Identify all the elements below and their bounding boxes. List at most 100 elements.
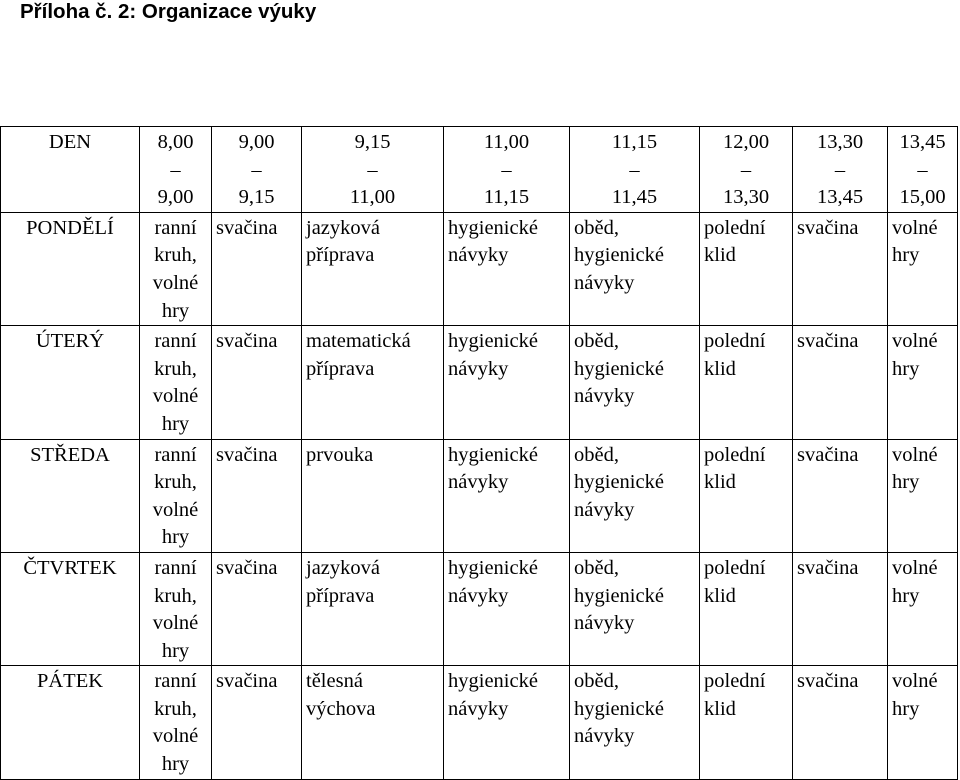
time-start: 13,30: [816, 131, 864, 153]
activity-text: svačina: [216, 443, 278, 466]
time-dash: –: [170, 158, 181, 181]
activity-text: návyky: [574, 725, 635, 748]
activity-text: polední: [704, 670, 766, 693]
activity-cell: hygienické návyky: [443, 325, 570, 440]
day-name: STŘEDA: [0, 438, 140, 553]
activity-text: klid: [704, 697, 736, 720]
activity-cell: prvouka: [301, 438, 444, 553]
activity-text: klid: [704, 357, 736, 380]
activity-cell: svačina: [211, 665, 302, 780]
day-row: PONDĚLÍ ranní kruh, volné hry svačina jazyková…: [0, 211, 958, 327]
activity-text: kruh,: [154, 357, 197, 380]
activity-text: polední: [704, 330, 766, 353]
activity-cell: ranní kruh, volné hry: [139, 551, 212, 667]
activity-text: svačina: [797, 216, 859, 239]
activity-text: volné: [152, 498, 199, 521]
day-row: ČTVRTEK ranní kruh, volné hry svačina jazyková…: [0, 551, 958, 667]
activity-text: klid: [704, 471, 736, 494]
activity-text: hry: [161, 639, 190, 662]
activity-text: volné: [892, 330, 938, 353]
time-header-1: 8,00 – 9,00: [139, 126, 212, 213]
activity-text: hry: [892, 471, 920, 494]
day-name: PONDĚLÍ: [0, 211, 140, 327]
activity-cell: volné hry: [887, 211, 958, 327]
day-row: PÁTEK ranní kruh, volné hry svačina tělesná výc…: [0, 665, 958, 780]
time-start: 9,15: [354, 131, 391, 153]
activity-cell: tělesná výchova: [301, 665, 444, 780]
activity-text: klid: [704, 244, 736, 267]
activity-text: kruh,: [154, 697, 197, 720]
day-column-header: DEN: [0, 126, 140, 213]
activity-text: svačina: [216, 330, 278, 353]
time-header-7: 13,30 – 13,45: [792, 126, 888, 213]
activity-text: hygienické: [574, 697, 664, 720]
activity-text: hygienické: [448, 216, 538, 239]
activity-text: návyky: [448, 357, 509, 380]
activity-cell: svačina: [211, 438, 302, 553]
activity-cell: svačina: [792, 551, 888, 667]
activity-cell: oběd, hygienické návyky: [569, 211, 700, 327]
time-header-2: 9,00 – 9,15: [211, 126, 302, 213]
activity-text: volné: [152, 612, 199, 635]
time-dash: –: [740, 158, 752, 181]
time-header-4: 11,00 – 11,15: [443, 126, 570, 213]
activity-text: jazyková: [306, 216, 380, 239]
activity-cell: volné hry: [887, 325, 958, 440]
activity-text: volné: [892, 670, 938, 693]
activity-text: hygienické: [448, 556, 538, 579]
activity-cell: svačina: [792, 211, 888, 327]
activity-text: svačina: [216, 670, 278, 693]
activity-text: jazyková: [306, 556, 380, 579]
activity-text: prvouka: [306, 443, 374, 466]
time-dash: –: [834, 158, 846, 181]
activity-text: hygienické: [448, 670, 538, 693]
activity-cell: hygienické návyky: [443, 438, 570, 553]
time-start: 12,00: [722, 131, 770, 153]
activity-cell: ranní kruh, volné hry: [139, 438, 212, 553]
activity-text: hygienické: [448, 330, 538, 353]
activity-text: hry: [892, 244, 920, 267]
activity-text: kruh,: [154, 584, 197, 607]
header-row: DEN 8,00 – 9,00 9,00 – 9,15 9,15 – 11,00…: [0, 126, 958, 213]
day-name: PÁTEK: [0, 665, 140, 780]
time-header-3: 9,15 – 11,00: [301, 126, 444, 213]
activity-cell: oběd, hygienické návyky: [569, 665, 700, 780]
activity-text: kruh,: [154, 471, 197, 494]
activity-text: svačina: [797, 330, 859, 353]
time-end: 13,30: [722, 186, 770, 209]
activity-text: návyky: [574, 271, 635, 294]
activity-text: oběd,: [574, 330, 619, 353]
activity-text: kruh,: [154, 244, 197, 267]
time-header-8: 13,45 – 15,00: [887, 126, 958, 213]
activity-cell: ranní kruh, volné hry: [139, 325, 212, 440]
activity-cell: svačina: [211, 211, 302, 327]
activity-cell: polední klid: [699, 325, 793, 440]
activity-cell: polední klid: [699, 211, 793, 327]
activity-cell: oběd, hygienické návyky: [569, 438, 700, 553]
activity-text: volné: [152, 725, 199, 748]
time-end: 15,00: [899, 186, 946, 209]
activity-text: tělesná: [306, 670, 363, 693]
activity-text: polední: [704, 443, 766, 466]
time-dash: –: [501, 158, 512, 181]
activity-cell: jazyková příprava: [301, 551, 444, 667]
activity-text: hry: [161, 412, 190, 435]
time-end: 11,00: [349, 186, 396, 209]
activity-text: volné: [892, 216, 938, 239]
schedule-table: DEN 8,00 – 9,00 9,00 – 9,15 9,15 – 11,00…: [0, 126, 958, 780]
activity-text: ranní: [154, 216, 197, 239]
time-start: 9,00: [238, 131, 275, 153]
activity-cell: polední klid: [699, 551, 793, 667]
activity-cell: volné hry: [887, 665, 958, 780]
time-end: 13,45: [816, 186, 864, 209]
time-header-6: 12,00 – 13,30: [699, 126, 793, 213]
day-name: ÚTERÝ: [0, 325, 140, 440]
time-header-5: 11,15 – 11,45: [569, 126, 700, 213]
time-end: 11,15: [483, 186, 530, 209]
activity-text: hygienické: [448, 443, 538, 466]
activity-text: návyky: [448, 471, 509, 494]
activity-text: volné: [152, 271, 199, 294]
activity-text: oběd,: [574, 216, 619, 239]
activity-cell: polední klid: [699, 438, 793, 553]
activity-text: návyky: [448, 584, 509, 607]
